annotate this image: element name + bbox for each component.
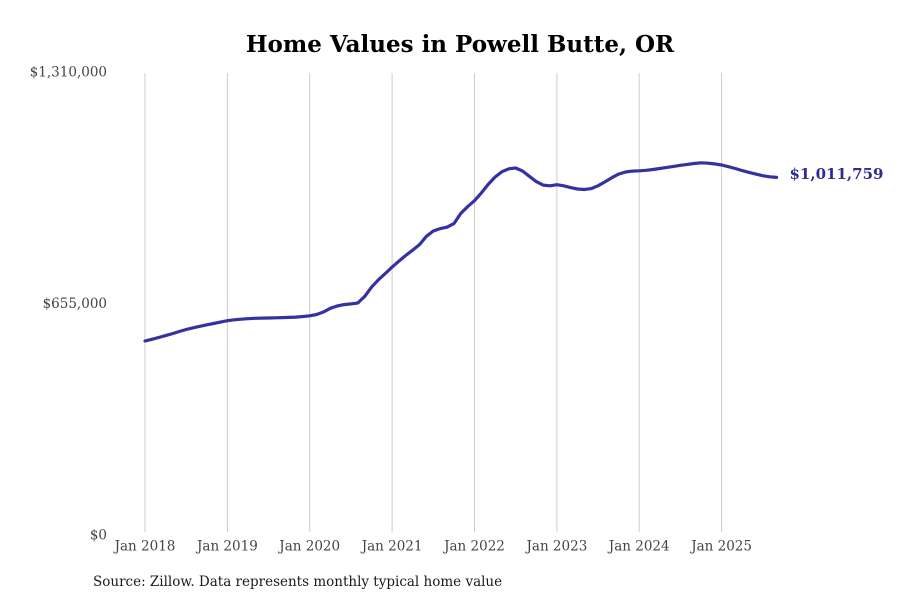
y-tick-label: $655,000	[43, 296, 107, 312]
x-tick-label: Jan 2018	[113, 539, 176, 555]
y-axis-labels: $0 $655,000 $1,310,000	[30, 65, 107, 544]
y-tick-label: $1,310,000	[30, 65, 107, 81]
source-note: Source: Zillow. Data represents monthly …	[93, 574, 502, 590]
gridlines	[144, 73, 723, 532]
x-tick-label: Jan 2020	[277, 539, 340, 555]
y-tick-label: $0	[90, 528, 107, 544]
x-tick-label: Jan 2024	[607, 539, 670, 555]
x-axis-labels: Jan 2018 Jan 2019 Jan 2020 Jan 2021 Jan 2022…	[113, 539, 752, 555]
x-tick-label: Jan 2019	[195, 539, 258, 555]
chart-title: Home Values in Powell Butte, OR	[246, 31, 675, 58]
x-tick-label: Jan 2021	[360, 539, 423, 555]
x-tick-label: Jan 2022	[442, 539, 505, 555]
home-value-line	[143, 161, 779, 343]
x-tick-label: Jan 2023	[524, 539, 587, 555]
current-value-label: $1,011,759	[790, 165, 884, 183]
x-tick-label: Jan 2025	[689, 539, 752, 555]
